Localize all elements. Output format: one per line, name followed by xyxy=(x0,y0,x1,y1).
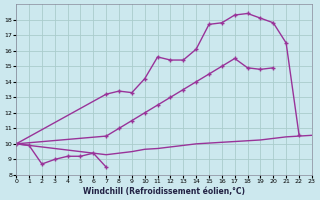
X-axis label: Windchill (Refroidissement éolien,°C): Windchill (Refroidissement éolien,°C) xyxy=(83,187,245,196)
